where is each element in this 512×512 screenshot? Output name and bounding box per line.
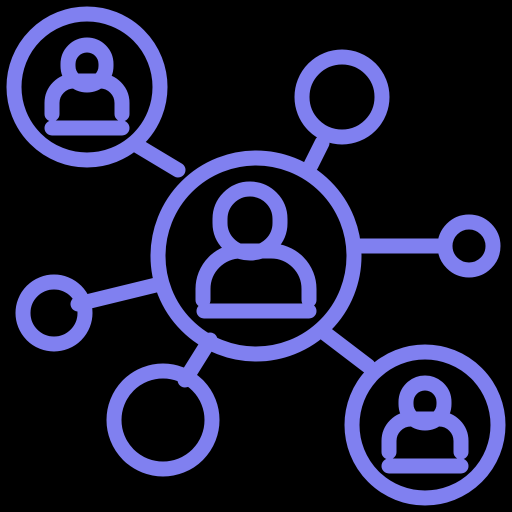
user-node-bottom-right	[344, 344, 506, 506]
user-icon	[381, 375, 469, 474]
satellite-node-right	[437, 214, 501, 278]
connector-line	[130, 138, 186, 178]
satellite-node-left	[15, 274, 93, 352]
connector-line	[70, 276, 168, 312]
user-icon	[195, 181, 317, 319]
user-node-top-left	[6, 6, 168, 168]
central-node	[150, 150, 362, 362]
connector-line	[318, 326, 376, 374]
user-icon	[44, 37, 130, 136]
connector-line	[303, 135, 330, 173]
satellite-node-bottom-left	[106, 363, 220, 477]
satellite-node-top	[294, 49, 390, 145]
